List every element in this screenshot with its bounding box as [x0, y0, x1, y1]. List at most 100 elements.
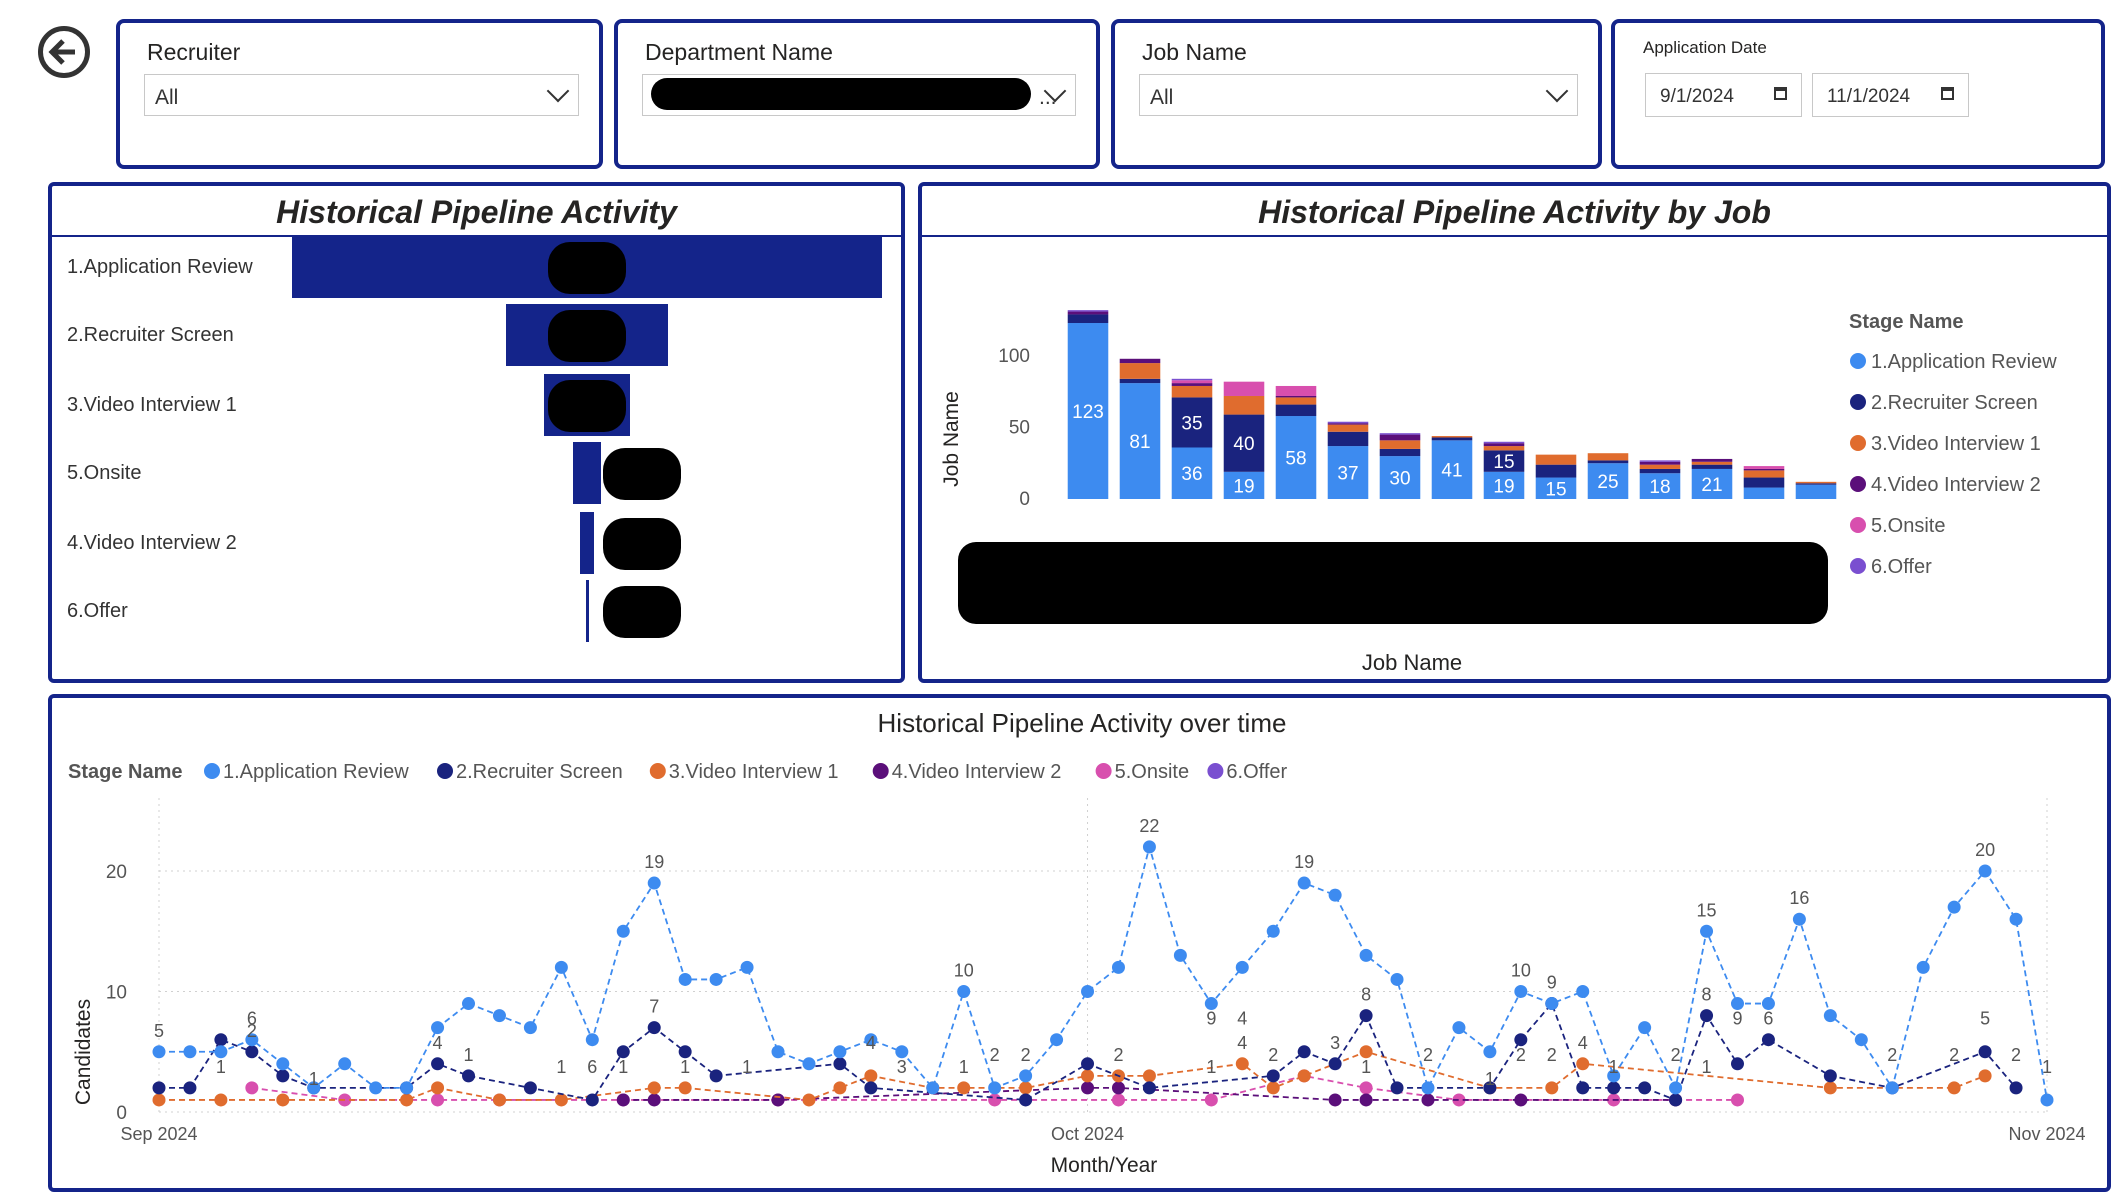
data-label: 1 [959, 1057, 969, 1077]
data-label: 2 [1423, 1045, 1433, 1065]
recruiter-dropdown[interactable]: All [144, 74, 579, 116]
job-slicer-title: Job Name [1142, 39, 1247, 65]
redaction-block [651, 78, 1031, 110]
data-label: 2 [1671, 1045, 1681, 1065]
data-point [1142, 1069, 1156, 1083]
chevron-down-icon [1545, 79, 1569, 103]
calendar-icon[interactable] [1774, 87, 1787, 100]
data-point [1266, 1069, 1280, 1083]
data-label: 30 [1389, 469, 1410, 490]
bar-segment [1171, 447, 1213, 499]
job-dropdown[interactable]: All [1139, 74, 1578, 116]
data-point [864, 1081, 878, 1095]
stacked-bar-chart: 0 50 100 Job Name Job Name 123 81 36 35 19 40 58 37 3… [940, 310, 2057, 675]
data-point [214, 1093, 228, 1107]
funnel-stage-label: 4.Video Interview 2 [67, 532, 237, 554]
data-point [1081, 1081, 1095, 1095]
bar-segment [1795, 481, 1837, 484]
legend-title: Stage Name [1849, 311, 1964, 333]
data-label: 1 [1702, 1057, 1712, 1077]
data-label: 1 [1609, 1057, 1619, 1077]
data-point [895, 1045, 909, 1059]
legend-marker [872, 763, 889, 779]
data-point [1978, 864, 1992, 878]
data-label: 1 [216, 1057, 226, 1077]
data-label: 4 [866, 1033, 876, 1053]
legend-marker [1850, 517, 1866, 533]
data-label: 8 [1361, 985, 1371, 1005]
data-label: 10 [1511, 961, 1531, 981]
legend-entry: 2.Recruiter Screen [456, 761, 623, 783]
data-label: 8 [1702, 985, 1712, 1005]
back-button[interactable] [38, 26, 90, 78]
data-label: 35 [1181, 413, 1202, 434]
title-divider [922, 235, 2107, 237]
data-label: 4 [1237, 1009, 1247, 1029]
data-point [1638, 1021, 1652, 1035]
data-point [1266, 1081, 1280, 1095]
data-label: 10 [954, 961, 974, 981]
end-date-input[interactable]: 11/1/2024 [1812, 73, 1969, 117]
data-label: 1 [1485, 1069, 1495, 1089]
bar-segment [1067, 314, 1109, 324]
data-point [1019, 1081, 1033, 1095]
data-point [1823, 1081, 1837, 1095]
job-dropdown-value: All [1150, 86, 1174, 109]
data-point [1359, 1009, 1373, 1023]
bar-segment [1483, 471, 1525, 499]
data-point [1607, 1069, 1621, 1083]
series-line [159, 1050, 1986, 1101]
start-date-input[interactable]: 9/1/2024 [1645, 73, 1802, 117]
funnel-stage-label: 2.Recruiter Screen [67, 324, 234, 346]
data-point [338, 1057, 352, 1071]
department-dropdown[interactable]: ... [642, 74, 1076, 116]
data-label: 2 [247, 1021, 257, 1041]
y-tick-label: 0 [1019, 489, 1030, 510]
data-point [369, 1081, 383, 1095]
data-point [2009, 912, 2023, 926]
funnel-stage-label: 1.Application Review [67, 256, 253, 278]
calendar-icon[interactable] [1941, 87, 1954, 100]
bar-segment [1275, 416, 1317, 499]
data-point [1885, 1081, 1899, 1095]
data-point [802, 1057, 816, 1071]
funnel-bar[interactable] [572, 442, 602, 504]
data-point [1359, 1093, 1373, 1107]
bar-segment [1119, 378, 1161, 384]
bar-segment [1223, 414, 1265, 472]
data-point [431, 1093, 445, 1107]
data-label: 40 [1233, 434, 1254, 455]
data-point [864, 1069, 878, 1083]
data-label: 41 [1441, 461, 1462, 482]
data-point [431, 1081, 445, 1095]
bar-segment [1327, 446, 1369, 499]
data-label: 36 [1181, 464, 1202, 485]
funnel-bar[interactable] [585, 580, 589, 642]
data-label: 1 [618, 1057, 628, 1077]
legend-marker [1850, 394, 1866, 410]
data-point [1545, 997, 1559, 1011]
data-point [771, 1045, 785, 1059]
data-point [183, 1081, 197, 1095]
bar-segment [1431, 436, 1473, 438]
data-point [2009, 1081, 2023, 1095]
data-label: 4 [1578, 1033, 1588, 1053]
recruiter-slicer: Recruiter All [116, 19, 603, 169]
funnel-bar[interactable] [579, 512, 595, 574]
legend-entry: 5.Onsite [1115, 761, 1189, 783]
bar-segment [1171, 383, 1213, 386]
bar-segment [1327, 423, 1369, 425]
data-label: 1 [680, 1057, 690, 1077]
data-point [1792, 912, 1806, 926]
data-point [245, 1033, 259, 1047]
bar-segment [1639, 468, 1681, 474]
start-date-value: 9/1/2024 [1660, 86, 1734, 107]
data-point [1823, 1009, 1837, 1023]
data-point [1514, 1033, 1528, 1047]
legend-marker [1850, 558, 1866, 574]
data-label: 1 [742, 1057, 752, 1077]
data-point [1111, 1081, 1125, 1095]
bar-segment [1587, 460, 1629, 464]
bar-segment [1691, 468, 1733, 499]
data-point [709, 1069, 723, 1083]
